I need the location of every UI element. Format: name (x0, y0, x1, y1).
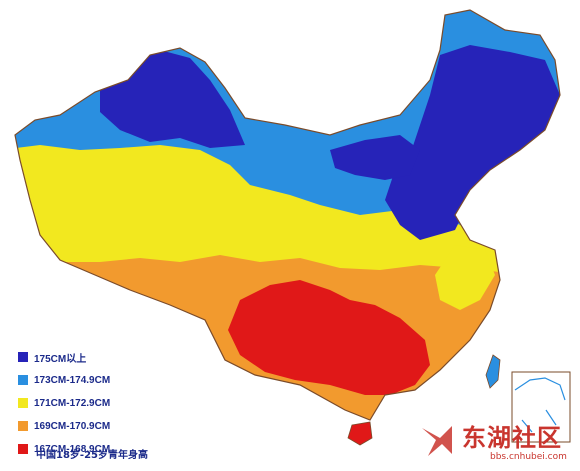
legend-item: 173CM-174.9CM (18, 371, 110, 389)
map-legend: 175CM以上 173CM-174.9CM 171CM-172.9CM 169C… (18, 348, 110, 463)
legend-item: 175CM以上 (18, 348, 110, 366)
region-175-northeast (385, 45, 560, 240)
legend-label: 173CM-174.9CM (34, 374, 111, 386)
legend-item: 171CM-172.9CM (18, 394, 110, 412)
watermark-logo-icon (422, 426, 452, 456)
legend-swatch (18, 375, 28, 385)
legend-swatch (18, 398, 28, 408)
legend-swatch (18, 421, 28, 431)
legend-item: 169CM-170.9CM (18, 417, 110, 435)
map-caption: 中国18岁-25岁青年身高 (36, 450, 148, 461)
legend-label: 167CM-168.9CM (34, 443, 111, 455)
region-167-168 (228, 280, 430, 395)
watermark: 东湖社区 bbs.cnhubei.com (418, 416, 578, 468)
region-171-east (435, 245, 495, 310)
inset-coastline (514, 377, 566, 433)
legend-label: 169CM-170.9CM (34, 420, 111, 432)
legend-swatch (18, 352, 28, 362)
watermark-name: 东湖社区 (462, 424, 562, 452)
legend-label: 171CM-172.9CM (34, 397, 111, 409)
taiwan-island (485, 354, 501, 389)
legend-item: 167CM-168.9CM (18, 440, 110, 458)
legend-label: 175CM以上 (34, 353, 87, 365)
south-china-sea-inset (511, 371, 571, 443)
hainan-island (347, 421, 373, 446)
region-175-northwest (100, 50, 245, 148)
watermark-url: bbs.cnhubei.com (490, 452, 567, 462)
legend-swatch (18, 444, 28, 454)
region-175-north (330, 135, 420, 180)
